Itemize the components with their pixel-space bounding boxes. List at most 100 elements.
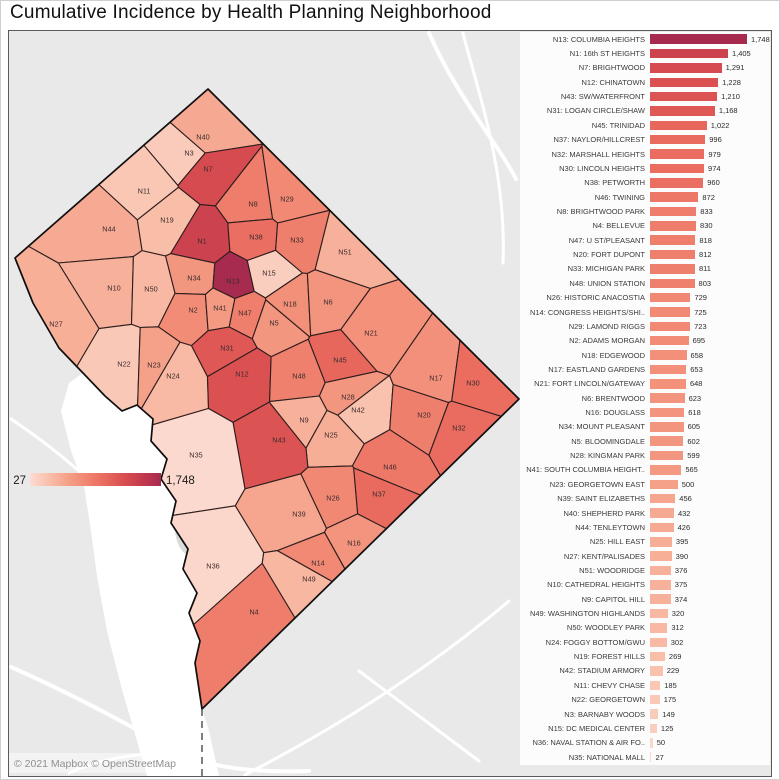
bar-value: 1,228 [722, 77, 741, 87]
bar-value: 456 [679, 494, 692, 504]
bar-chart: N13: COLUMBIA HEIGHTS 1,748 N1: 16th ST HE… [520, 32, 770, 765]
bar-label: N51: WOODRIDGE [579, 565, 645, 575]
bar-label: N18: EDGEWOOD [581, 350, 645, 360]
bar-label: N49: WASHINGTON HIGHLANDS [529, 609, 645, 619]
bar[interactable] [650, 651, 665, 662]
bar-value: 599 [687, 451, 700, 461]
bar-row: N47: U ST/PLEASANT 818 [520, 233, 770, 247]
bar-value: 1,022 [710, 120, 730, 130]
bar-row: N18: EDGEWOOD 658 [520, 348, 770, 362]
bar[interactable] [650, 666, 663, 676]
map-region-label-N44: N44 [102, 225, 115, 234]
map-region-label-N20: N20 [417, 411, 430, 420]
bar[interactable] [650, 738, 653, 748]
bar-label: N24: FOGGY BOTTOM/GWU [545, 637, 645, 647]
bar[interactable] [650, 292, 691, 303]
bar[interactable] [650, 393, 685, 403]
bar[interactable] [650, 379, 686, 389]
map-region-label-N6: N6 [323, 298, 332, 307]
bar[interactable] [650, 178, 704, 188]
bar-value: 623 [688, 393, 702, 403]
bar[interactable] [650, 436, 684, 446]
bar-row: N27: KENT/PALISADES 390 [520, 549, 770, 563]
bar-value: 833 [700, 206, 713, 216]
map-region-label-N37: N37 [372, 490, 385, 499]
bar[interactable] [650, 580, 671, 590]
bar[interactable] [650, 694, 660, 705]
bar-row: N21: FORT LINCOLN/GATEWAY 648 [520, 377, 770, 391]
bar-value: 658 [690, 350, 704, 360]
bar[interactable] [650, 537, 672, 547]
bar[interactable] [650, 264, 695, 274]
bar[interactable] [650, 34, 747, 44]
bar[interactable] [650, 623, 668, 633]
bar-value: 320 [671, 609, 685, 619]
bar-value: 618 [688, 408, 701, 418]
bar-row: N50: WOODLEY PARK 312 [520, 621, 770, 635]
bar-value: 996 [709, 135, 722, 145]
bar[interactable] [650, 422, 684, 432]
bar[interactable] [650, 752, 652, 762]
bar[interactable] [650, 407, 685, 418]
map-region-label-N17: N17 [429, 374, 442, 383]
bar-row: N44: TENLEYTOWN 426 [520, 520, 770, 534]
map-region-label-N40: N40 [196, 133, 209, 142]
bar[interactable] [650, 350, 687, 360]
bar[interactable] [650, 709, 659, 719]
bar[interactable] [650, 163, 705, 174]
bar[interactable] [650, 508, 674, 518]
bar-value: 50 [656, 738, 666, 748]
bar-label: N31: LOGAN CIRCLE/SHAW [546, 106, 645, 116]
bar[interactable] [650, 206, 697, 217]
bar-row: N33: MICHIGAN PARK 811 [520, 262, 770, 276]
bar-label: N29: LAMOND RIGGS [568, 321, 645, 331]
bar[interactable] [650, 307, 691, 317]
bar[interactable] [650, 134, 706, 145]
bar[interactable] [650, 465, 682, 475]
bar[interactable] [650, 321, 691, 332]
bar[interactable] [650, 235, 696, 245]
bar-label: N14: CONGRESS HEIGHTS/SHI.. [529, 307, 645, 317]
bar[interactable] [650, 48, 728, 59]
bar[interactable] [650, 106, 715, 116]
bar[interactable] [650, 450, 684, 461]
page-title: Cumulative Incidence by Health Planning … [10, 2, 492, 23]
bar-value: 1,168 [718, 106, 738, 116]
bar[interactable] [650, 91, 718, 102]
bar[interactable] [650, 364, 687, 375]
bar[interactable] [650, 120, 707, 131]
bar[interactable] [650, 680, 661, 691]
bar[interactable] [650, 249, 696, 260]
bar[interactable] [650, 594, 671, 604]
bar-value: 605 [687, 422, 701, 432]
bar[interactable] [650, 522, 674, 533]
bar[interactable] [650, 723, 657, 734]
bar[interactable] [650, 565, 671, 576]
bar[interactable] [650, 608, 668, 619]
bar[interactable] [650, 479, 678, 490]
bar[interactable] [650, 77, 719, 87]
bar[interactable] [650, 63, 722, 73]
bar-value: 812 [699, 250, 712, 260]
bar[interactable] [650, 149, 705, 159]
bar-row: N48: UNION STATION 803 [520, 276, 770, 290]
bar[interactable] [650, 221, 697, 231]
map-region-label-N28: N28 [341, 393, 354, 402]
bar-row: N45: TRINIDAD 1,022 [520, 118, 770, 132]
map-region-label-N7: N7 [203, 165, 212, 174]
bar-row: N22: GEORGETOWN 175 [520, 693, 770, 707]
bar-value: 830 [700, 221, 713, 231]
bar[interactable] [650, 335, 689, 346]
bar-value: 960 [707, 178, 720, 188]
bar[interactable] [650, 637, 667, 648]
map-region-label-N8: N8 [248, 200, 257, 209]
bar[interactable] [650, 493, 676, 504]
bar[interactable] [650, 192, 699, 202]
bar-row: N6: BRENTWOOD 623 [520, 391, 770, 405]
bar-label: N8: BRIGHTWOOD PARK [556, 206, 645, 216]
bar-row: N28: KINGMAN PARK 599 [520, 448, 770, 462]
bar[interactable] [650, 278, 695, 289]
bar[interactable] [650, 551, 672, 561]
bar-value: 390 [675, 551, 689, 561]
